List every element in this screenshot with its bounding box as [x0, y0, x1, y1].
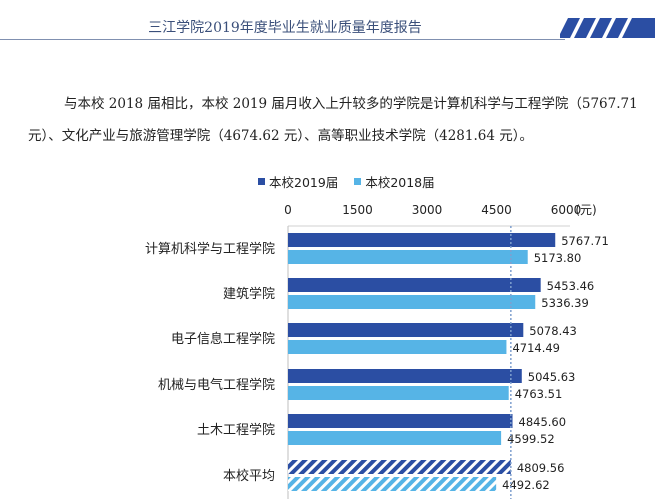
header-divider [0, 39, 565, 40]
bar-value-label: 4809.56 [517, 461, 565, 475]
bar-value-label: 4599.52 [507, 432, 555, 446]
header-stripes-decoration [560, 18, 655, 38]
legend-item-2019: 本校2019届 [258, 172, 338, 191]
bar-2019 [288, 369, 522, 383]
category-label: 电子信息工程学院 [171, 331, 275, 347]
x-tick-label: 4500 [481, 203, 512, 217]
bar-value-label: 5453.46 [547, 279, 595, 293]
bar-2018 [288, 250, 528, 264]
bar-value-label: 5045.63 [528, 370, 576, 384]
bar-2019 [288, 233, 556, 247]
bar-value-label: 5173.80 [534, 251, 582, 265]
bar-value-label: 5336.39 [541, 296, 589, 310]
bar-value-label: 5767.71 [561, 234, 609, 248]
chart-legend: 本校2019届 本校2018届 [258, 172, 435, 191]
legend-swatch-2019 [258, 178, 265, 185]
legend-label-2019: 本校2019届 [269, 175, 339, 190]
bar-2019 [288, 414, 513, 428]
bar-2018 [288, 340, 507, 354]
bar-value-label: 4845.60 [519, 415, 567, 429]
bar-2019 [288, 323, 524, 337]
x-axis-unit: (元) [575, 203, 596, 217]
x-tick-label: 1500 [342, 203, 373, 217]
category-label: 机械与电气工程学院 [158, 377, 275, 393]
bar-value-label: 4714.49 [512, 341, 560, 355]
bar-2019 [288, 278, 541, 292]
bar-2018 [288, 477, 497, 491]
legend-label-2018: 本校2018届 [365, 175, 435, 190]
summary-line-1: 与本校 2018 届相比，本校 2019 届月收入上升较多的学院是计算机科学与工… [64, 96, 638, 112]
bar-value-label: 4492.62 [502, 478, 550, 492]
category-label: 土木工程学院 [197, 422, 275, 438]
category-label: 建筑学院 [223, 286, 275, 302]
x-tick-label: 6000 [551, 203, 582, 217]
legend-swatch-2018 [354, 178, 362, 185]
summary-paragraph: 与本校 2018 届相比，本校 2019 届月收入上升较多的学院是计算机科学与工… [28, 88, 652, 152]
category-label: 本校平均 [223, 468, 275, 484]
report-header-title: 三江学院2019年度毕业生就业质量年度报告 [148, 20, 422, 36]
bar-2018 [288, 295, 536, 309]
bar-2019 [288, 460, 511, 474]
bar-value-label: 4763.51 [515, 387, 563, 401]
x-tick-label: 0 [284, 203, 292, 217]
bar-2018 [288, 386, 509, 400]
legend-item-2018: 本校2018届 [354, 172, 435, 191]
bar-2018 [288, 431, 502, 445]
x-tick-label: 3000 [412, 203, 443, 217]
bar-value-label: 5078.43 [529, 324, 577, 338]
summary-line-2: 元）、文化产业与旅游管理学院（4674.62 元）、高等职业技术学院（4281.… [28, 128, 533, 144]
category-label: 计算机科学与工程学院 [145, 241, 275, 257]
